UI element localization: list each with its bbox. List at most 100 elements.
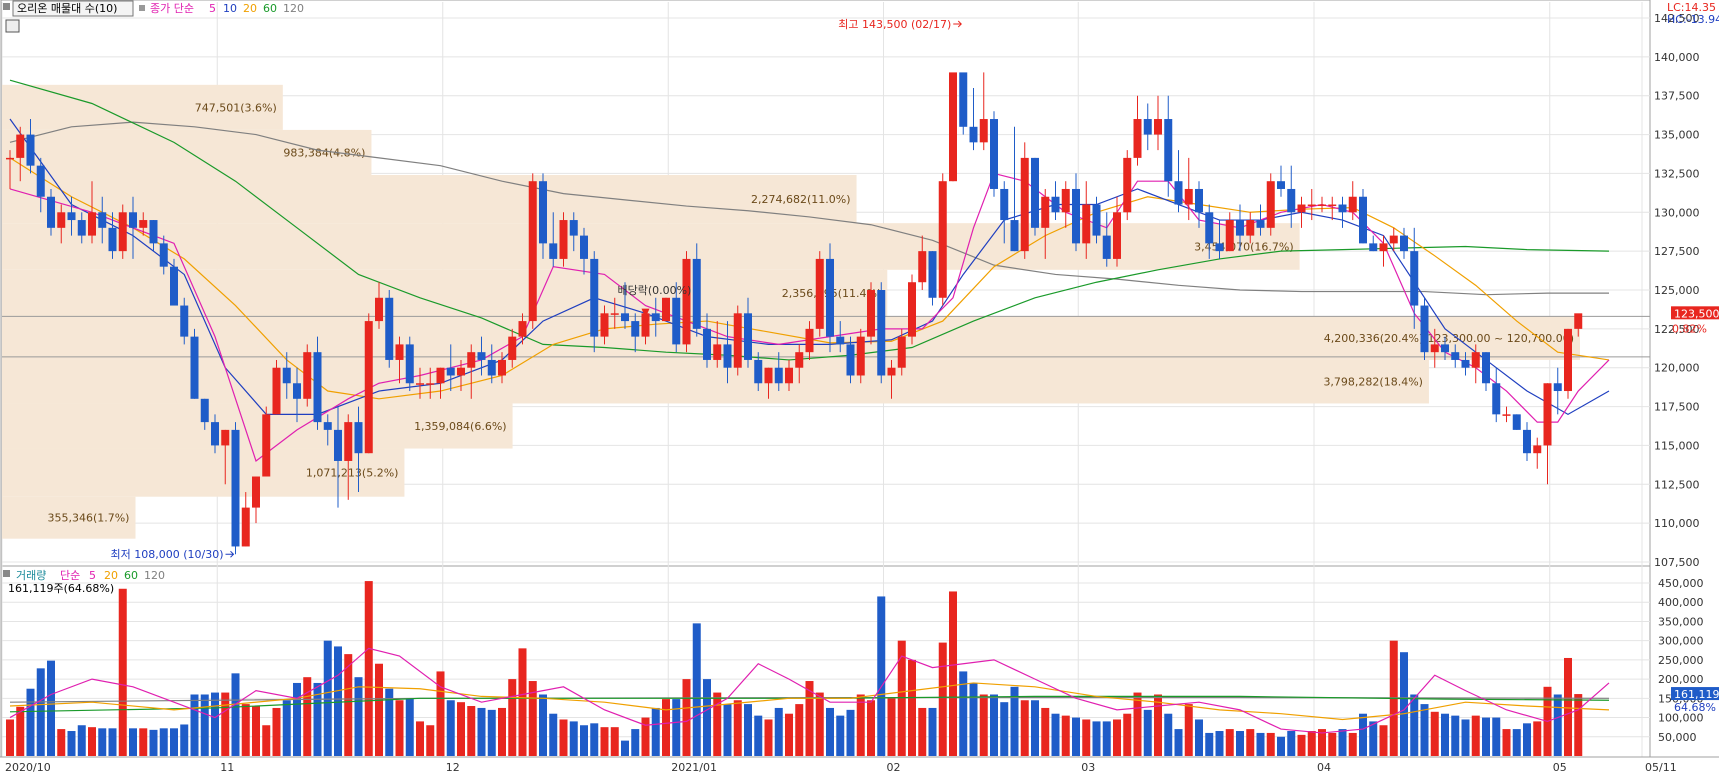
candle-body[interactable] (231, 429, 240, 547)
candle-body[interactable] (1420, 305, 1429, 353)
candle-body[interactable] (98, 212, 107, 228)
volume-bar[interactable] (1471, 715, 1480, 756)
volume-bar[interactable] (774, 707, 783, 756)
volume-bar[interactable] (1236, 731, 1244, 756)
candle-body[interactable] (16, 134, 25, 158)
volume-bar[interactable] (1297, 734, 1306, 756)
candle-body[interactable] (1523, 429, 1531, 454)
volume-bar[interactable] (77, 725, 86, 756)
volume-bar[interactable] (1061, 715, 1070, 756)
volume-bar[interactable] (969, 682, 978, 756)
candle-body[interactable] (528, 181, 537, 322)
volume-bar[interactable] (57, 729, 66, 756)
candle-body[interactable] (539, 181, 547, 244)
candle-body[interactable] (569, 220, 578, 236)
volume-bar[interactable] (1287, 731, 1296, 756)
volume-bar[interactable] (1154, 694, 1162, 756)
candle-body[interactable] (221, 429, 230, 446)
candle-body[interactable] (856, 336, 865, 376)
calculator-icon[interactable] (5, 19, 20, 33)
candle-body[interactable] (1266, 181, 1275, 228)
candle-body[interactable] (826, 258, 834, 337)
candle-body[interactable] (754, 359, 763, 384)
candle-body[interactable] (1154, 119, 1162, 135)
volume-bar[interactable] (621, 740, 629, 756)
volume-bar[interactable] (1041, 707, 1050, 756)
volume-bar[interactable] (1143, 709, 1152, 756)
candle-body[interactable] (1061, 188, 1070, 213)
volume-bar[interactable] (979, 694, 988, 756)
candle-body[interactable] (36, 165, 45, 197)
volume-bar[interactable] (323, 640, 332, 756)
volume-bar[interactable] (539, 694, 547, 756)
volume-bar[interactable] (1133, 692, 1142, 756)
candle-body[interactable] (57, 212, 66, 228)
volume-bar[interactable] (405, 698, 414, 756)
candle-body[interactable] (467, 352, 476, 368)
candle-body[interactable] (682, 258, 691, 345)
volume-bar[interactable] (88, 727, 96, 756)
candle-body[interactable] (1543, 383, 1552, 446)
volume-bar[interactable] (580, 725, 588, 756)
volume-bar[interactable] (1072, 717, 1080, 756)
candle-body[interactable] (1471, 352, 1480, 368)
candle-body[interactable] (908, 282, 916, 337)
candle-body[interactable] (744, 313, 752, 360)
candle-body[interactable] (1205, 212, 1214, 244)
volume-bar[interactable] (467, 706, 476, 756)
candle-body[interactable] (969, 126, 978, 143)
volume-bar[interactable] (1369, 721, 1378, 756)
volume-bar[interactable] (436, 671, 445, 756)
candle-body[interactable] (405, 344, 414, 384)
candle-body[interactable] (610, 313, 619, 315)
candle-body[interactable] (436, 367, 445, 384)
candle-body[interactable] (1400, 235, 1408, 252)
volume-bar[interactable] (569, 721, 578, 756)
volume-bar[interactable] (159, 728, 168, 756)
volume-bar[interactable] (1461, 719, 1470, 756)
volume-bar[interactable] (1482, 717, 1490, 756)
candle-body[interactable] (26, 134, 35, 166)
candle-body[interactable] (1502, 414, 1511, 416)
volume-bar[interactable] (959, 671, 968, 756)
volume-bar[interactable] (938, 642, 947, 756)
candle-body[interactable] (1236, 220, 1244, 236)
candle-body[interactable] (1338, 204, 1347, 213)
volume-bar[interactable] (282, 700, 291, 756)
volume-bar[interactable] (477, 707, 486, 756)
volume-bar[interactable] (1400, 652, 1408, 756)
volume-bar[interactable] (610, 727, 619, 756)
volume-bar[interactable] (795, 704, 804, 756)
candle-body[interactable] (1123, 157, 1132, 213)
volume-bar[interactable] (990, 694, 998, 756)
candle-body[interactable] (1143, 119, 1152, 135)
candle-body[interactable] (293, 383, 301, 399)
volume-bar[interactable] (149, 729, 158, 756)
volume-bar[interactable] (1451, 715, 1460, 756)
candle-body[interactable] (303, 352, 312, 399)
candle-body[interactable] (549, 243, 558, 259)
candle-body[interactable] (1113, 212, 1121, 259)
candle-body[interactable] (949, 72, 957, 182)
candle-body[interactable] (1174, 181, 1183, 205)
candle-body[interactable] (457, 367, 465, 376)
volume-bar[interactable] (600, 727, 609, 756)
candle-body[interactable] (1533, 445, 1542, 454)
candle-body[interactable] (6, 157, 14, 160)
candle-body[interactable] (364, 321, 373, 454)
volume-bar[interactable] (1266, 732, 1275, 756)
candle-body[interactable] (1225, 220, 1234, 252)
volume-bar[interactable] (1225, 729, 1234, 756)
volume-bar[interactable] (1502, 729, 1511, 756)
candle-body[interactable] (1041, 196, 1050, 228)
candle-body[interactable] (47, 196, 55, 228)
candle-body[interactable] (159, 243, 168, 267)
candle-body[interactable] (272, 367, 281, 415)
volume-bar[interactable] (528, 681, 537, 756)
candle-body[interactable] (938, 181, 947, 298)
candle-body[interactable] (1451, 352, 1460, 360)
volume-bar[interactable] (272, 707, 281, 756)
candle-body[interactable] (559, 220, 568, 259)
volume-bar[interactable] (1051, 713, 1060, 756)
